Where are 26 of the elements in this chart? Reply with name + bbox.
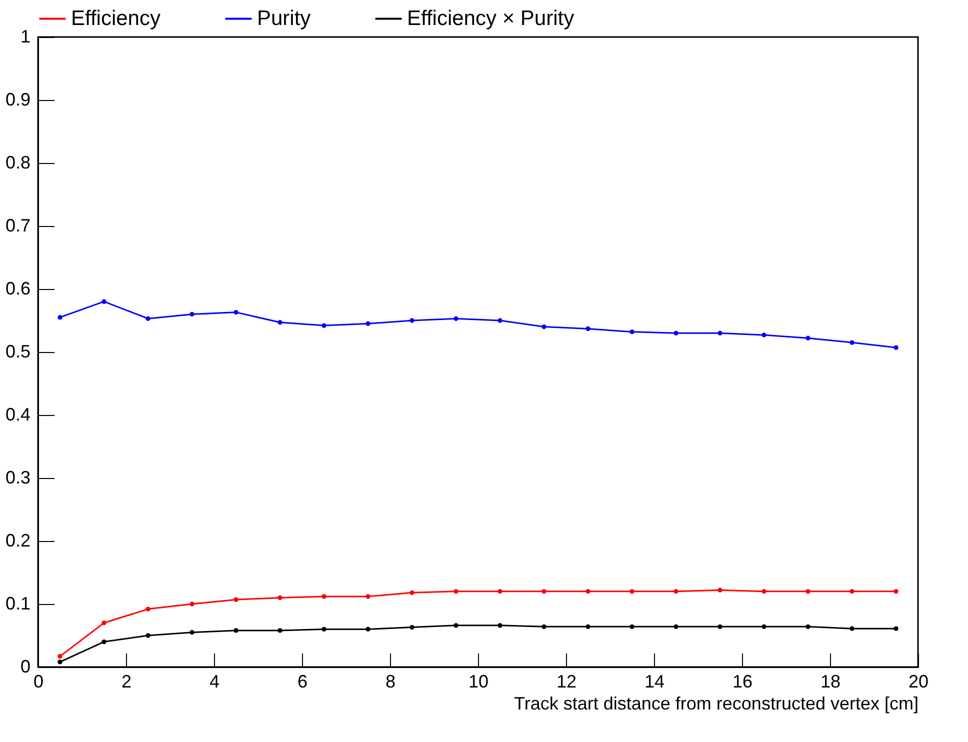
x-tick-label: 2 (121, 672, 132, 692)
x-tick-label: 10 (468, 672, 489, 692)
y-tick-label: 0.1 (5, 594, 30, 614)
legend-label: Efficiency × Purity (407, 6, 575, 30)
x-tick-label: 20 (908, 672, 929, 692)
x-tick-label: 6 (297, 672, 308, 692)
y-tick-label: 0.6 (5, 278, 30, 298)
x-tick-label: 14 (644, 672, 665, 692)
y-tick-label: 0 (20, 656, 30, 676)
y-tick-label: 0.4 (5, 404, 30, 424)
y-tick-label: 0.8 (5, 152, 30, 172)
x-tick-label: 12 (556, 672, 577, 692)
x-tick-label: 18 (820, 672, 841, 692)
x-tick-label: 0 (33, 672, 44, 692)
y-tick-label: 0.3 (5, 468, 30, 488)
x-tick-label: 4 (209, 672, 220, 692)
y-tick-label: 0.5 (5, 342, 30, 362)
y-tick-label: 0.2 (5, 530, 30, 550)
y-tick-label: 0.7 (5, 216, 30, 236)
y-tick-label: 0.9 (5, 90, 30, 110)
x-tick-label: 16 (732, 672, 753, 692)
x-axis-title: Track start distance from reconstructed vertex [cm] (514, 694, 918, 714)
x-tick-label: 8 (385, 672, 396, 692)
legend-label: Purity (257, 6, 312, 30)
y-tick-label: 1 (20, 26, 30, 46)
legend-label: Efficiency (71, 6, 161, 30)
